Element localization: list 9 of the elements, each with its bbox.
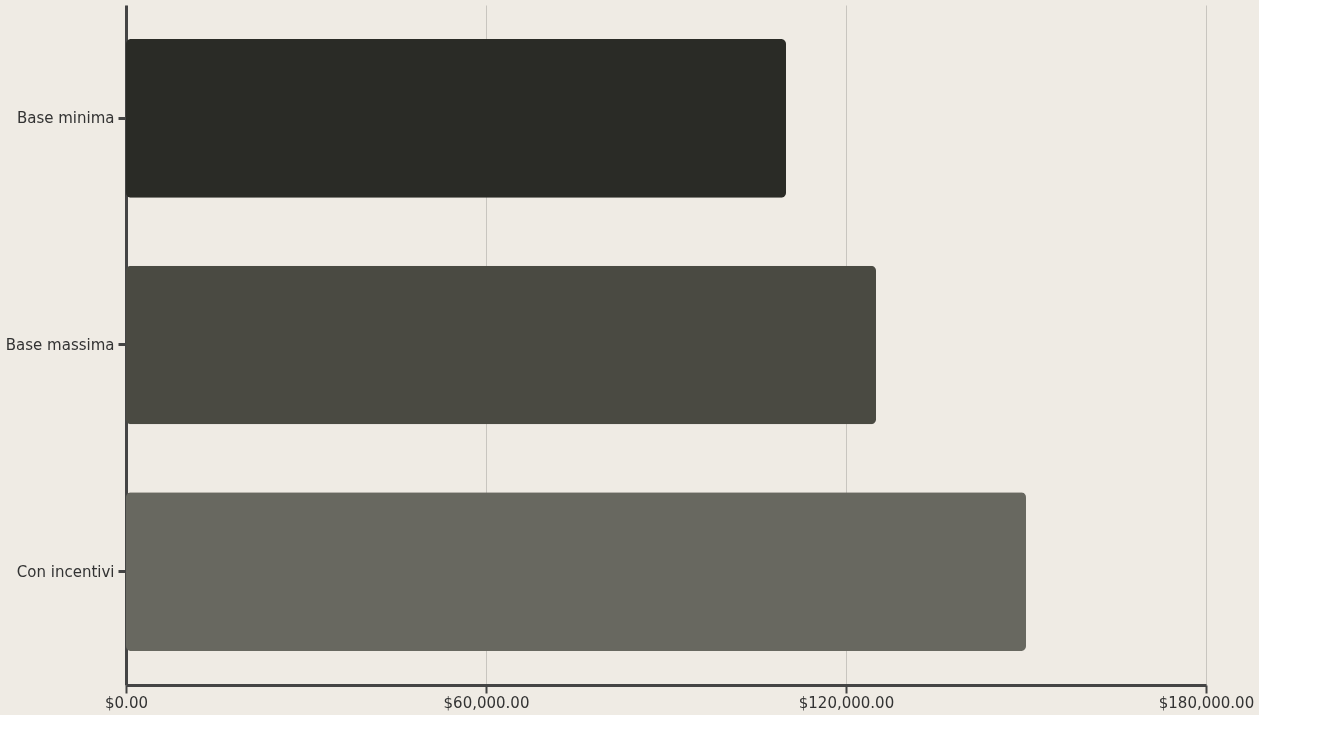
bar bbox=[126, 492, 1026, 651]
x-tick-label: $120,000.00 bbox=[798, 693, 895, 712]
x-tick-label: $180,000.00 bbox=[1158, 693, 1255, 712]
x-tick-label: $60,000.00 bbox=[443, 693, 530, 712]
bar bbox=[126, 39, 786, 198]
x-tick-label: $0.00 bbox=[105, 693, 148, 712]
y-tick-label: Base massima bbox=[5, 336, 115, 354]
y-tick-label: Base minima bbox=[16, 109, 115, 128]
y-tick-label: Con incentivi bbox=[16, 562, 115, 581]
